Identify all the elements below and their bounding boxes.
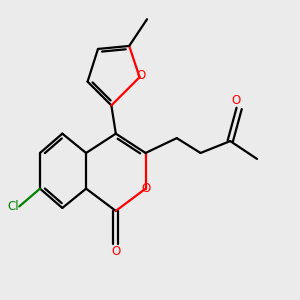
Text: O: O <box>232 94 241 107</box>
Text: O: O <box>141 182 150 195</box>
Text: O: O <box>136 69 146 82</box>
Text: Cl: Cl <box>8 200 19 213</box>
Text: O: O <box>111 244 120 258</box>
